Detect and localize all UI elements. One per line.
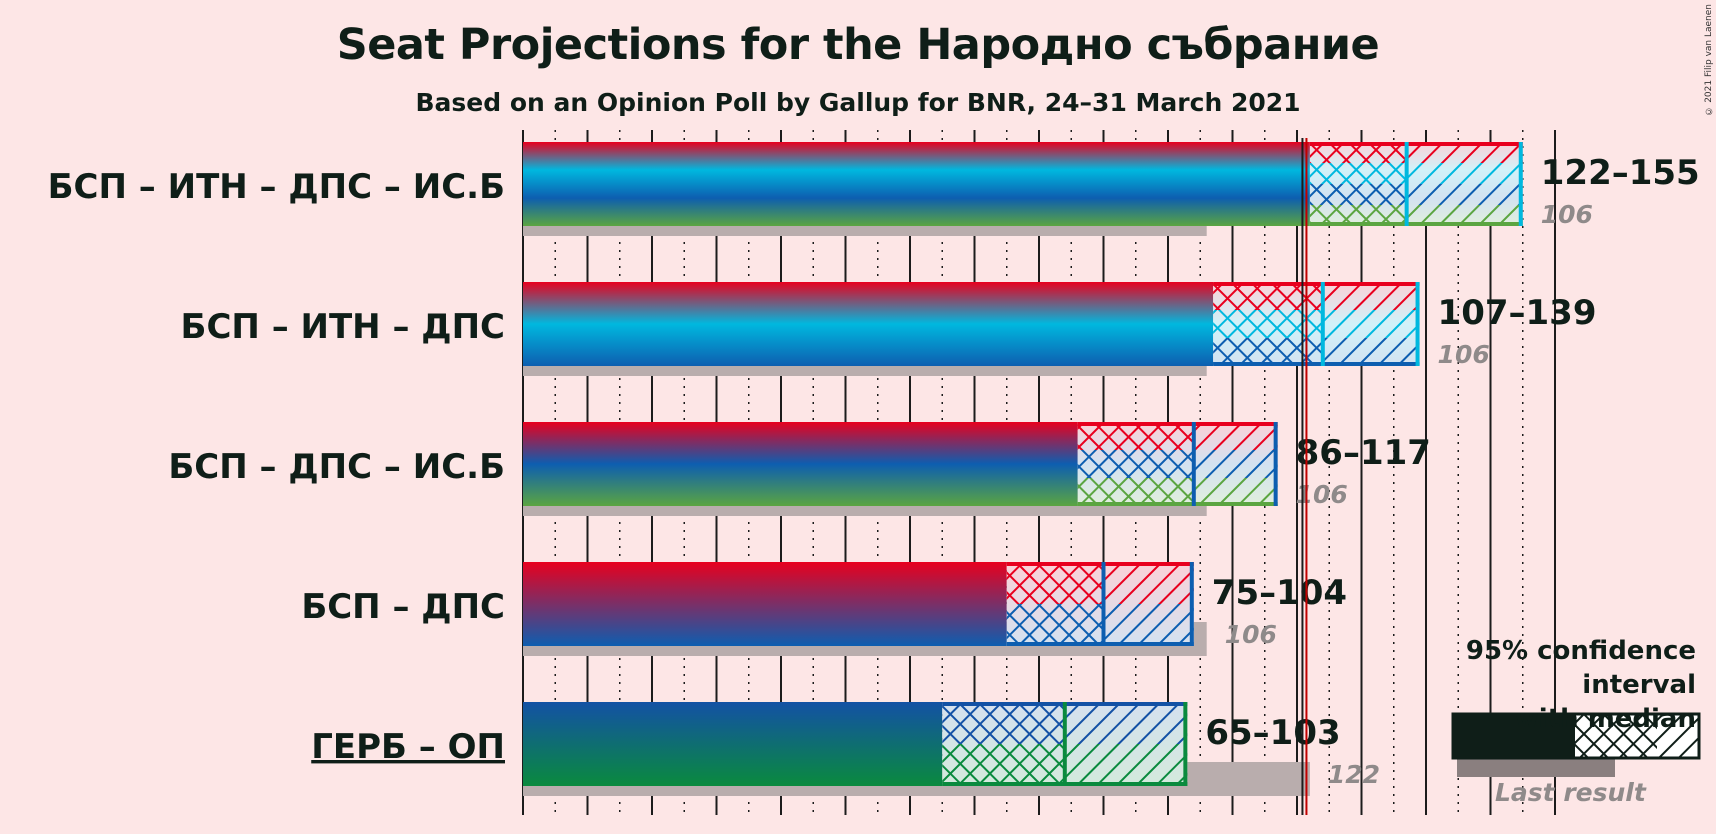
last-result-label: 122 xyxy=(1328,760,1380,789)
solid-bar xyxy=(523,562,1007,646)
solid-bar xyxy=(523,282,1214,366)
ci-hatch xyxy=(1064,702,1188,744)
row-label: БСП – ДПС – ИС.Б xyxy=(168,447,505,487)
legend-graphic xyxy=(1451,712,1701,777)
legend-solid xyxy=(1453,714,1575,758)
ci-hatch xyxy=(1103,562,1194,604)
legend-crosshatch xyxy=(1575,714,1657,758)
ci-crosshatch xyxy=(1213,338,1323,366)
last-result-label: 106 xyxy=(1225,620,1277,649)
coalition-row: БСП – ИТН – ДПС 107–139 106 xyxy=(181,282,1597,376)
chart-subtitle: Based on an Opinion Poll by Gallup for B… xyxy=(415,88,1301,117)
ci-crosshatch xyxy=(1213,310,1323,338)
row-label: БСП – ДПС xyxy=(301,587,505,627)
ci-crosshatch xyxy=(1309,205,1407,226)
range-label: 122–155 xyxy=(1541,153,1700,193)
ci-hatch xyxy=(1406,142,1523,163)
ci-hatch xyxy=(1406,184,1523,205)
last-result-label: 106 xyxy=(1541,200,1593,229)
legend-line-2: with median xyxy=(1514,704,1696,734)
ci-hatch xyxy=(1193,450,1278,478)
ci-hatch xyxy=(1322,338,1420,366)
majority-line xyxy=(1301,138,1308,815)
ci-hatch xyxy=(1406,205,1523,226)
coalition-row: БСП – ДПС 75–104 106 xyxy=(301,562,1347,656)
coalition-row: ГЕРБ – ОП 65–103 122 xyxy=(311,702,1380,796)
ci-hatch xyxy=(1193,478,1278,506)
range-label: 107–139 xyxy=(1438,293,1597,333)
legend-hatch xyxy=(1657,714,1699,758)
ci-crosshatch xyxy=(1309,142,1407,163)
ci-hatch xyxy=(1103,604,1194,646)
ci-crosshatch xyxy=(942,744,1065,786)
ci-crosshatch xyxy=(1077,422,1194,450)
range-label: 75–104 xyxy=(1212,573,1347,613)
solid-bar xyxy=(523,422,1078,506)
range-label: 65–103 xyxy=(1205,713,1340,753)
coalition-row: БСП – ИТН – ДПС – ИС.Б 122–155 106 xyxy=(48,142,1700,236)
ci-crosshatch xyxy=(1006,604,1104,646)
row-label: БСП – ИТН – ДПС – ИС.Б xyxy=(48,167,505,207)
ci-hatch xyxy=(1322,282,1420,310)
ci-crosshatch xyxy=(1006,562,1104,604)
ci-crosshatch xyxy=(1309,163,1407,184)
legend-title: 95% confidence interval with median xyxy=(1366,634,1696,736)
legend-last-result: Last result xyxy=(1495,778,1646,807)
row-label: БСП – ИТН – ДПС xyxy=(181,307,505,347)
ci-hatch xyxy=(1064,744,1188,786)
ci-crosshatch xyxy=(1077,450,1194,478)
ci-crosshatch xyxy=(1077,478,1194,506)
solid-bar xyxy=(523,142,1310,226)
last-result-label: 106 xyxy=(1296,480,1348,509)
coalition-row: БСП – ДПС – ИС.Б 86–117 106 xyxy=(168,422,1431,516)
range-label: 86–117 xyxy=(1296,433,1431,473)
ci-crosshatch xyxy=(942,702,1065,744)
last-result-label: 106 xyxy=(1438,340,1490,369)
ci-crosshatch xyxy=(1309,184,1407,205)
solid-bar xyxy=(523,702,943,786)
row-label: ГЕРБ – ОП xyxy=(311,727,505,767)
ci-hatch xyxy=(1406,163,1523,184)
chart-title: Seat Projections for the Народно събрани… xyxy=(336,20,1380,70)
ci-hatch xyxy=(1322,310,1420,338)
ci-hatch xyxy=(1193,422,1278,450)
legend-line-1: 95% confidence interval xyxy=(1465,636,1696,700)
ci-crosshatch xyxy=(1213,282,1323,310)
legend-frame xyxy=(1451,712,1701,760)
